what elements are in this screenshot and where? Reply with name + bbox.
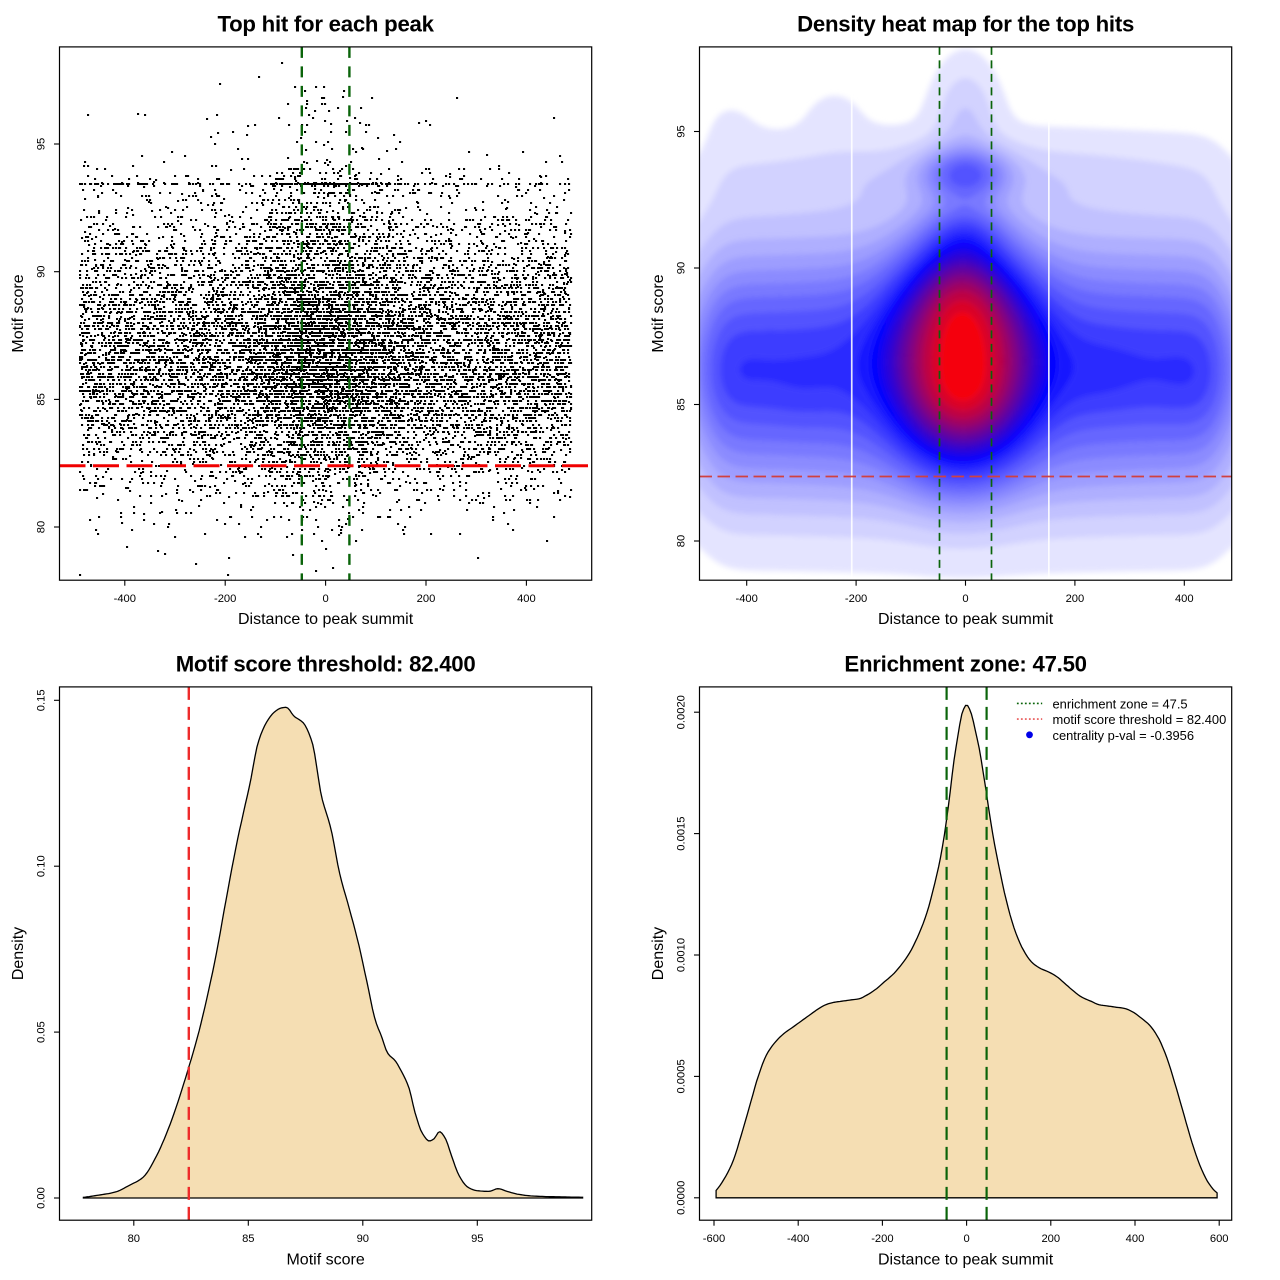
svg-text:0.0010: 0.0010 [676,938,688,972]
svg-text:-400: -400 [114,593,136,605]
svg-text:85: 85 [36,393,48,405]
svg-text:200: 200 [1066,593,1085,605]
svg-text:0.0015: 0.0015 [676,816,688,850]
svg-text:0.0000: 0.0000 [676,1181,688,1215]
svg-text:0.15: 0.15 [36,689,48,711]
svg-text:80: 80 [128,1233,140,1245]
svg-text:400: 400 [517,593,536,605]
svg-text:0: 0 [963,1233,969,1245]
svg-text:Density heat map for the top h: Density heat map for the top hits [797,12,1134,37]
svg-text:85: 85 [242,1233,254,1245]
svg-text:-200: -200 [845,593,867,605]
svg-text:90: 90 [36,265,48,277]
svg-text:400: 400 [1175,593,1194,605]
svg-text:motif score threshold = 82.400: motif score threshold = 82.400 [1053,712,1227,727]
svg-text:0: 0 [962,593,968,605]
svg-text:-200: -200 [214,593,236,605]
svg-text:0.10: 0.10 [36,855,48,877]
svg-text:95: 95 [676,125,688,137]
svg-text:200: 200 [1041,1233,1060,1245]
svg-text:0.00: 0.00 [36,1187,48,1209]
svg-text:-200: -200 [871,1233,893,1245]
svg-text:Distance to peak summit: Distance to peak summit [878,1252,1054,1269]
svg-text:80: 80 [36,521,48,533]
svg-text:0.0020: 0.0020 [676,695,688,729]
svg-text:-600: -600 [703,1233,725,1245]
svg-text:80: 80 [676,535,688,547]
svg-text:0.05: 0.05 [36,1021,48,1043]
svg-text:95: 95 [36,138,48,150]
svg-text:200: 200 [417,593,436,605]
svg-text:-400: -400 [787,1233,809,1245]
svg-text:Motif score: Motif score [650,274,667,352]
svg-text:Top hit for each peak: Top hit for each peak [217,12,434,37]
svg-text:95: 95 [471,1233,483,1245]
svg-text:Distance to peak summit: Distance to peak summit [878,611,1054,628]
svg-text:0.0005: 0.0005 [676,1059,688,1093]
svg-text:Motif score: Motif score [286,1252,364,1269]
svg-text:Enrichment zone: 47.50: Enrichment zone: 47.50 [844,652,1086,677]
svg-text:centrality p-val = -0.3956: centrality p-val = -0.3956 [1053,728,1195,743]
svg-text:enrichment zone = 47.5: enrichment zone = 47.5 [1053,697,1188,712]
svg-text:Motif score: Motif score [10,274,27,352]
svg-text:0: 0 [322,593,328,605]
svg-text:90: 90 [676,262,688,274]
svg-text:400: 400 [1126,1233,1145,1245]
svg-text:90: 90 [357,1233,369,1245]
svg-text:-400: -400 [735,593,757,605]
svg-text:Density: Density [10,927,27,980]
svg-text:Motif score threshold: 82.400: Motif score threshold: 82.400 [176,652,476,677]
svg-text:600: 600 [1210,1233,1229,1245]
svg-text:Density: Density [650,927,667,980]
svg-text:85: 85 [676,398,688,410]
svg-text:Distance to peak summit: Distance to peak summit [238,611,414,628]
